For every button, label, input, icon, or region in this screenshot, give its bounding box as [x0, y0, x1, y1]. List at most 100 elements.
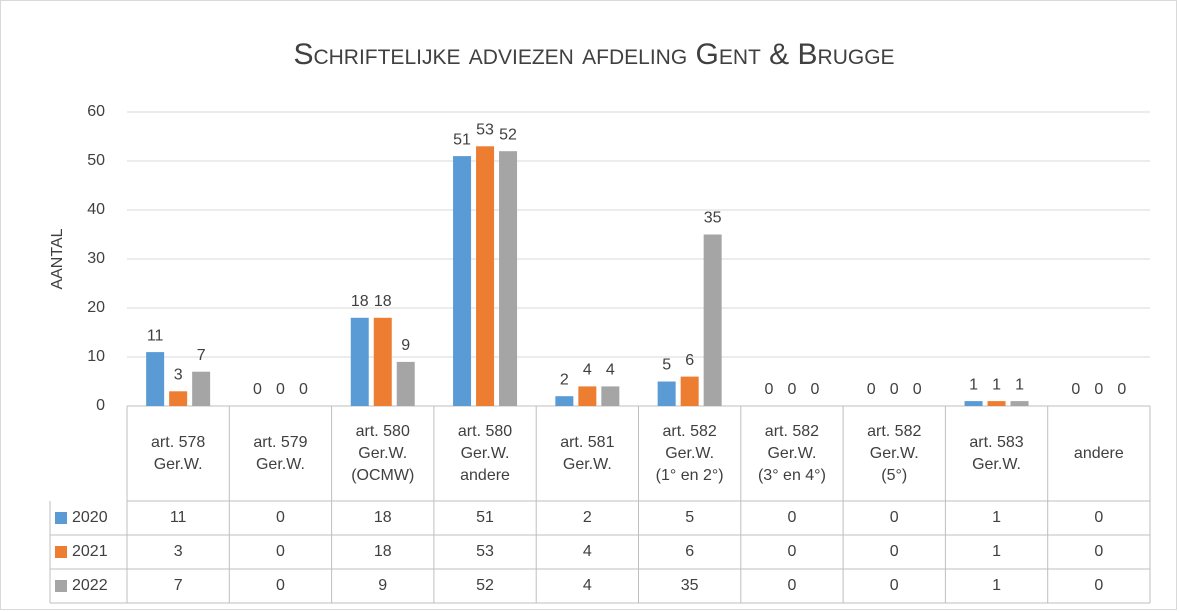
- table-cell: 1: [992, 577, 1001, 594]
- table-cell: 18: [374, 543, 392, 560]
- data-label: 0: [867, 381, 876, 398]
- x-tick-label: art. 582 Ger.W. (1° en 2°): [655, 422, 724, 484]
- table-cell: 4: [583, 577, 592, 594]
- table-cell: 0: [276, 509, 285, 526]
- bar: [964, 401, 983, 406]
- table-cell: 4: [583, 543, 592, 560]
- bar: [476, 146, 495, 407]
- x-tick-label: andere: [1073, 444, 1124, 462]
- table-cell: 6: [685, 543, 694, 560]
- data-label: 0: [1071, 381, 1080, 398]
- data-label: 18: [374, 293, 392, 310]
- data-label: 18: [351, 293, 369, 310]
- data-label: 0: [764, 381, 773, 398]
- table-cell: 9: [378, 577, 387, 594]
- data-label: 1: [1015, 376, 1024, 393]
- bar: [657, 381, 676, 406]
- table-cell: 52: [476, 577, 494, 594]
- legend-label: 2022: [72, 577, 108, 594]
- bar: [396, 361, 415, 406]
- y-tick-label: 50: [87, 152, 105, 169]
- legend-swatch: [55, 546, 67, 558]
- data-label: 7: [197, 347, 206, 364]
- table-cell: 3: [174, 543, 183, 560]
- data-label: 0: [1094, 381, 1103, 398]
- y-tick-label: 0: [96, 397, 105, 414]
- x-tick-label: art. 582 Ger.W. (5°): [867, 422, 922, 484]
- data-label: 0: [299, 381, 308, 398]
- x-tick-label: art. 579 Ger.W.: [253, 433, 308, 473]
- bar: [703, 234, 722, 406]
- x-tick-label: art. 581 Ger.W.: [560, 433, 615, 473]
- table-cell: 0: [890, 509, 899, 526]
- table-cell: 2: [583, 509, 592, 526]
- data-label: 0: [1117, 381, 1126, 398]
- y-tick-label: 60: [87, 103, 105, 120]
- x-tick-label: art. 583 Ger.W.: [969, 433, 1024, 473]
- y-tick-label: 20: [87, 299, 105, 316]
- data-label: 5: [662, 357, 671, 374]
- bar: [555, 396, 574, 406]
- table-cell: 51: [476, 509, 494, 526]
- bar: [350, 317, 369, 406]
- data-label: 0: [787, 381, 796, 398]
- data-label: 1: [992, 376, 1001, 393]
- y-tick-label: 40: [87, 201, 105, 218]
- bar: [373, 317, 392, 406]
- bar: [680, 376, 699, 406]
- table-cell: 5: [685, 509, 694, 526]
- y-tick-label: 10: [87, 348, 105, 365]
- legend-swatch: [55, 512, 67, 524]
- bar: [578, 386, 597, 406]
- table-cell: 0: [1094, 509, 1103, 526]
- table-cell: 35: [681, 577, 699, 594]
- bar: [192, 371, 211, 406]
- table-cell: 0: [890, 577, 899, 594]
- table-cell: 53: [476, 543, 494, 560]
- data-label: 9: [401, 337, 410, 354]
- table-cell: 0: [1094, 577, 1103, 594]
- y-axis-label: AANTAL: [49, 228, 66, 289]
- bar: [1010, 401, 1029, 406]
- x-tick-label: art. 580 Ger.W. (OCMW): [351, 422, 415, 484]
- bar: [987, 401, 1006, 406]
- data-label: 35: [704, 210, 722, 227]
- table-cell: 0: [787, 509, 796, 526]
- table-cell: 1: [992, 509, 1001, 526]
- y-tick-label: 30: [87, 250, 105, 267]
- x-tick-label: art. 578 Ger.W.: [151, 433, 206, 473]
- data-label: 52: [499, 126, 517, 143]
- data-label: 2: [560, 371, 569, 388]
- table-cell: 0: [787, 543, 796, 560]
- table-cell: 0: [1094, 543, 1103, 560]
- table-cell: 0: [276, 543, 285, 560]
- x-tick-label: art. 580 Ger.W. andere: [457, 422, 513, 484]
- data-label: 4: [583, 362, 592, 379]
- table-cell: 7: [174, 577, 183, 594]
- bar: [499, 151, 518, 406]
- table-cell: 11: [170, 509, 187, 526]
- data-label: 0: [253, 381, 262, 398]
- bar: [146, 352, 165, 406]
- data-label: 0: [810, 381, 819, 398]
- data-label: 0: [276, 381, 285, 398]
- table-cell: 18: [374, 509, 392, 526]
- bar: [169, 391, 188, 406]
- bar: [601, 386, 620, 406]
- x-tick-label: art. 582 Ger.W. (3° en 4°): [757, 422, 826, 484]
- legend-label: 2020: [72, 509, 108, 526]
- chart-title: Schriftelijke adviezen afdeling Gent & B…: [293, 38, 894, 71]
- data-label: 3: [174, 367, 183, 384]
- data-label: 0: [913, 381, 922, 398]
- data-label: 4: [606, 362, 615, 379]
- data-label: 1: [969, 376, 978, 393]
- data-label: 6: [685, 352, 694, 369]
- table-cell: 0: [276, 577, 285, 594]
- table-cell: 1: [992, 543, 1001, 560]
- data-label: 0: [890, 381, 899, 398]
- data-label: 51: [453, 131, 471, 148]
- table-cell: 0: [787, 577, 796, 594]
- data-label: 53: [476, 122, 494, 139]
